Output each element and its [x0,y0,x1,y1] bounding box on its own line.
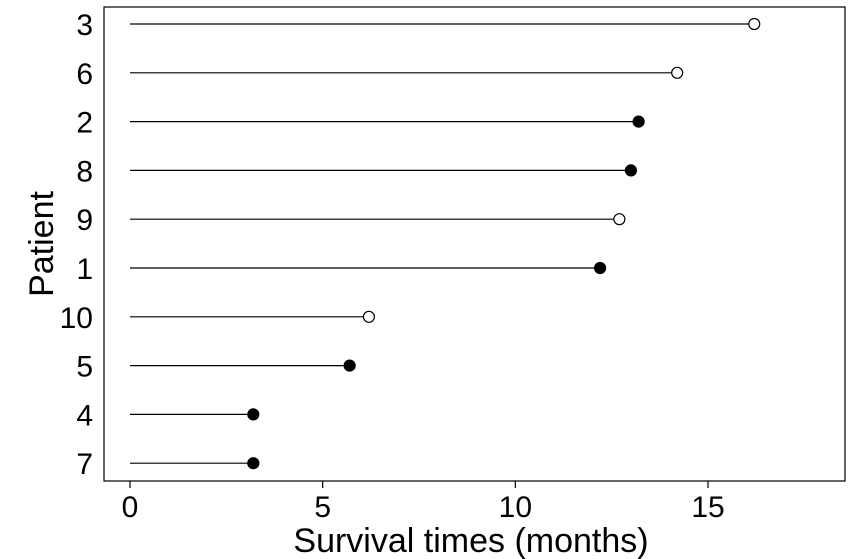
censored-marker-patient-6 [671,66,684,79]
y-tick-label-patient-10: 10 [60,302,93,335]
y-tick-label-patient-6: 6 [76,58,93,91]
plot-panel-border [103,6,846,482]
event-marker-patient-5 [343,359,356,372]
y-tick-label-patient-5: 5 [76,351,93,384]
event-marker-patient-7 [247,457,260,470]
censored-marker-patient-9 [613,213,626,226]
y-axis-title: Patient [23,191,61,297]
x-axis-ticks: 0 5 10 15 [122,481,725,524]
y-tick-label-patient-9: 9 [76,204,93,237]
y-tick-label-patient-3: 3 [76,9,93,42]
series-markers [247,17,761,470]
y-tick-label-patient-8: 8 [76,155,93,188]
x-tick-label-15: 15 [691,491,724,524]
censored-marker-patient-10 [362,310,376,323]
censored-marker-patient-3 [748,17,761,31]
x-tick-label-10: 10 [499,491,532,524]
event-marker-patient-8 [624,164,638,177]
event-marker-patient-1 [594,261,607,275]
y-tick-label-patient-1: 1 [76,253,93,286]
x-axis-title: Survival times (months) [293,522,648,559]
x-tick-label-5: 5 [314,491,331,524]
y-axis-tick-labels: 3 6 2 8 9 1 10 5 4 7 [60,9,93,481]
event-marker-patient-4 [247,408,260,421]
x-tick-label-0: 0 [122,491,139,524]
y-tick-label-patient-7: 7 [76,448,93,481]
event-marker-patient-2 [632,115,645,128]
series-segments [130,23,755,464]
y-tick-label-patient-2: 2 [76,107,93,140]
y-tick-label-patient-4: 4 [76,399,93,432]
